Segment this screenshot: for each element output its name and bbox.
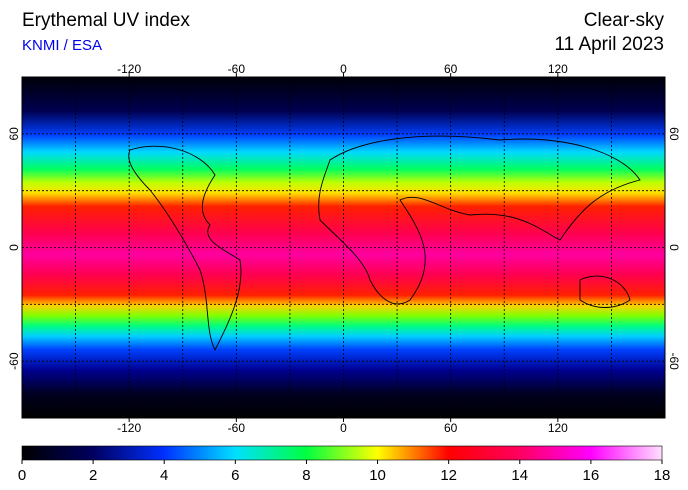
- lon-label: -120: [117, 62, 141, 76]
- colorbar-label: 18: [654, 467, 671, 484]
- lon-label: -60: [228, 62, 246, 76]
- coastlines: [128, 135, 641, 352]
- lon-label: 60: [444, 421, 458, 435]
- lon-label: 120: [548, 62, 568, 76]
- lon-label: 0: [340, 62, 347, 76]
- lat-label: -60: [667, 352, 681, 370]
- colorbar-label: 16: [583, 467, 600, 484]
- title: Erythemal UV index: [22, 10, 190, 31]
- condition: Clear-sky: [584, 10, 665, 31]
- lon-label: 120: [548, 421, 568, 435]
- lat-label: 0: [667, 244, 681, 251]
- colorbar-label: 4: [160, 467, 168, 484]
- colorbar-label: 0: [18, 467, 26, 484]
- lon-label: -60: [228, 421, 246, 435]
- source: KNMI / ESA: [22, 37, 102, 54]
- lat-label: -60: [7, 352, 21, 370]
- lon-label: 60: [444, 62, 458, 76]
- colorbar: [21, 445, 663, 461]
- date: 11 April 2023: [554, 34, 664, 55]
- colorbar-label: 8: [302, 467, 310, 484]
- colorbar-label: 12: [440, 467, 457, 484]
- colorbar-label: 14: [511, 467, 528, 484]
- lat-label: 0: [7, 244, 21, 251]
- lat-label: 60: [7, 127, 21, 141]
- colorbar-label: 6: [231, 467, 239, 484]
- lon-label: 0: [340, 421, 347, 435]
- lat-label: 60: [667, 127, 681, 141]
- lon-label: -120: [117, 421, 141, 435]
- colorbar-label: 2: [89, 467, 97, 484]
- colorbar-label: 10: [369, 467, 386, 484]
